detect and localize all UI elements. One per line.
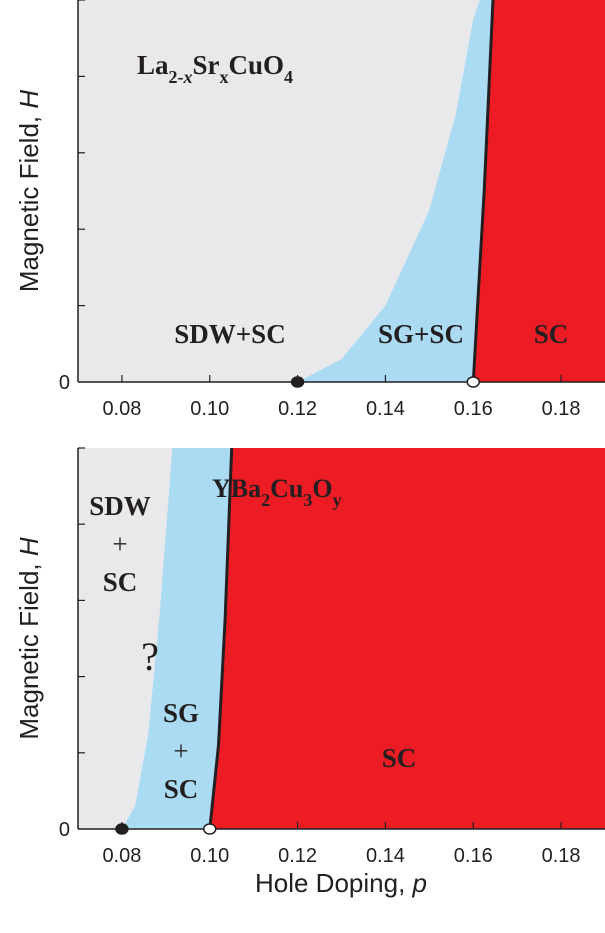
region-label-line: SDW xyxy=(89,491,151,521)
region-label-line: SG xyxy=(163,698,199,728)
compound-part: 4 xyxy=(284,67,293,87)
compound-part: La xyxy=(137,50,169,80)
x-tick-label: 0.08 xyxy=(102,845,141,867)
y-axis-title-symbol: H xyxy=(14,537,44,556)
compound-part: O xyxy=(312,474,332,503)
region-label-line: + xyxy=(173,736,188,766)
x-tick-label: 0.10 xyxy=(190,398,229,420)
x-tick-label: 0.16 xyxy=(454,398,493,420)
y-axis-title: Magnetic Field, H xyxy=(14,90,44,293)
sc-region xyxy=(473,0,605,382)
compound-label: YBa2Cu3Oy xyxy=(212,474,342,510)
compound-label: La2-xSrxCuO4 xyxy=(137,50,293,87)
region-label: SDW + SC xyxy=(89,491,151,597)
x-tick-label: 0.08 xyxy=(102,398,141,420)
region-label-line: + xyxy=(112,529,127,559)
x-tick-label: 0.14 xyxy=(366,398,405,420)
sc-boundary-marker xyxy=(203,823,217,835)
sc-boundary-marker xyxy=(466,376,480,388)
compound-part: x xyxy=(183,67,193,87)
x-tick-label: 0.18 xyxy=(542,398,581,420)
compound-part: y xyxy=(333,490,342,510)
x-tick-label: 0.16 xyxy=(454,845,493,867)
x-tick-label: 0.10 xyxy=(190,845,229,867)
region-label-line: SC xyxy=(164,774,199,804)
x-tick-label: 0.14 xyxy=(366,845,405,867)
question-mark: ? xyxy=(141,634,159,679)
x-tick-label: 0.12 xyxy=(278,398,317,420)
x-axis-title-symbol: p xyxy=(412,868,427,898)
compound-part: 2- xyxy=(169,67,184,87)
y-axis-title-text: Magnetic Field, xyxy=(14,109,44,293)
sc-region xyxy=(209,448,605,829)
compound-part: Sr xyxy=(193,50,220,80)
phase-panel-2: 0 0.08 0.10 0.12 0.14 0.16 0.18 Magnetic Field,… xyxy=(14,447,605,898)
x-tick-label: 0.12 xyxy=(278,845,317,867)
region-label: SC xyxy=(534,319,569,349)
region-label: SC xyxy=(382,743,417,773)
region-label: SG+SC xyxy=(378,319,464,349)
y-axis-title-text: Magnetic Field, xyxy=(14,556,44,740)
phase-panel-1: 0 0.08 0.10 0.12 0.14 0.16 0.18 Magnetic Field,… xyxy=(14,0,605,420)
sdw-onset-marker xyxy=(290,376,305,388)
x-axis-title: Hole Doping, p xyxy=(255,868,427,898)
sdw-onset-marker xyxy=(115,823,129,835)
y-tick-label-zero: 0 xyxy=(59,819,70,841)
region-label-line: SC xyxy=(103,567,138,597)
compound-part: CuO xyxy=(229,50,285,80)
x-tick-label: 0.18 xyxy=(542,845,581,867)
y-axis-title: Magnetic Field, H xyxy=(14,537,44,740)
compound-part: YBa xyxy=(212,474,261,503)
compound-part: 2 xyxy=(261,490,270,510)
y-axis-title-symbol: H xyxy=(14,90,44,109)
compound-part: Cu xyxy=(270,474,303,503)
region-label: SG + SC xyxy=(163,698,199,804)
compound-part: 3 xyxy=(303,490,312,510)
y-tick-label-zero: 0 xyxy=(59,372,70,394)
region-label: SDW+SC xyxy=(174,319,285,349)
sc-boundary-line xyxy=(208,447,234,830)
compound-part: x xyxy=(220,67,229,87)
x-axis-title-text: Hole Doping, xyxy=(255,868,413,898)
sc-boundary-line xyxy=(471,0,495,383)
